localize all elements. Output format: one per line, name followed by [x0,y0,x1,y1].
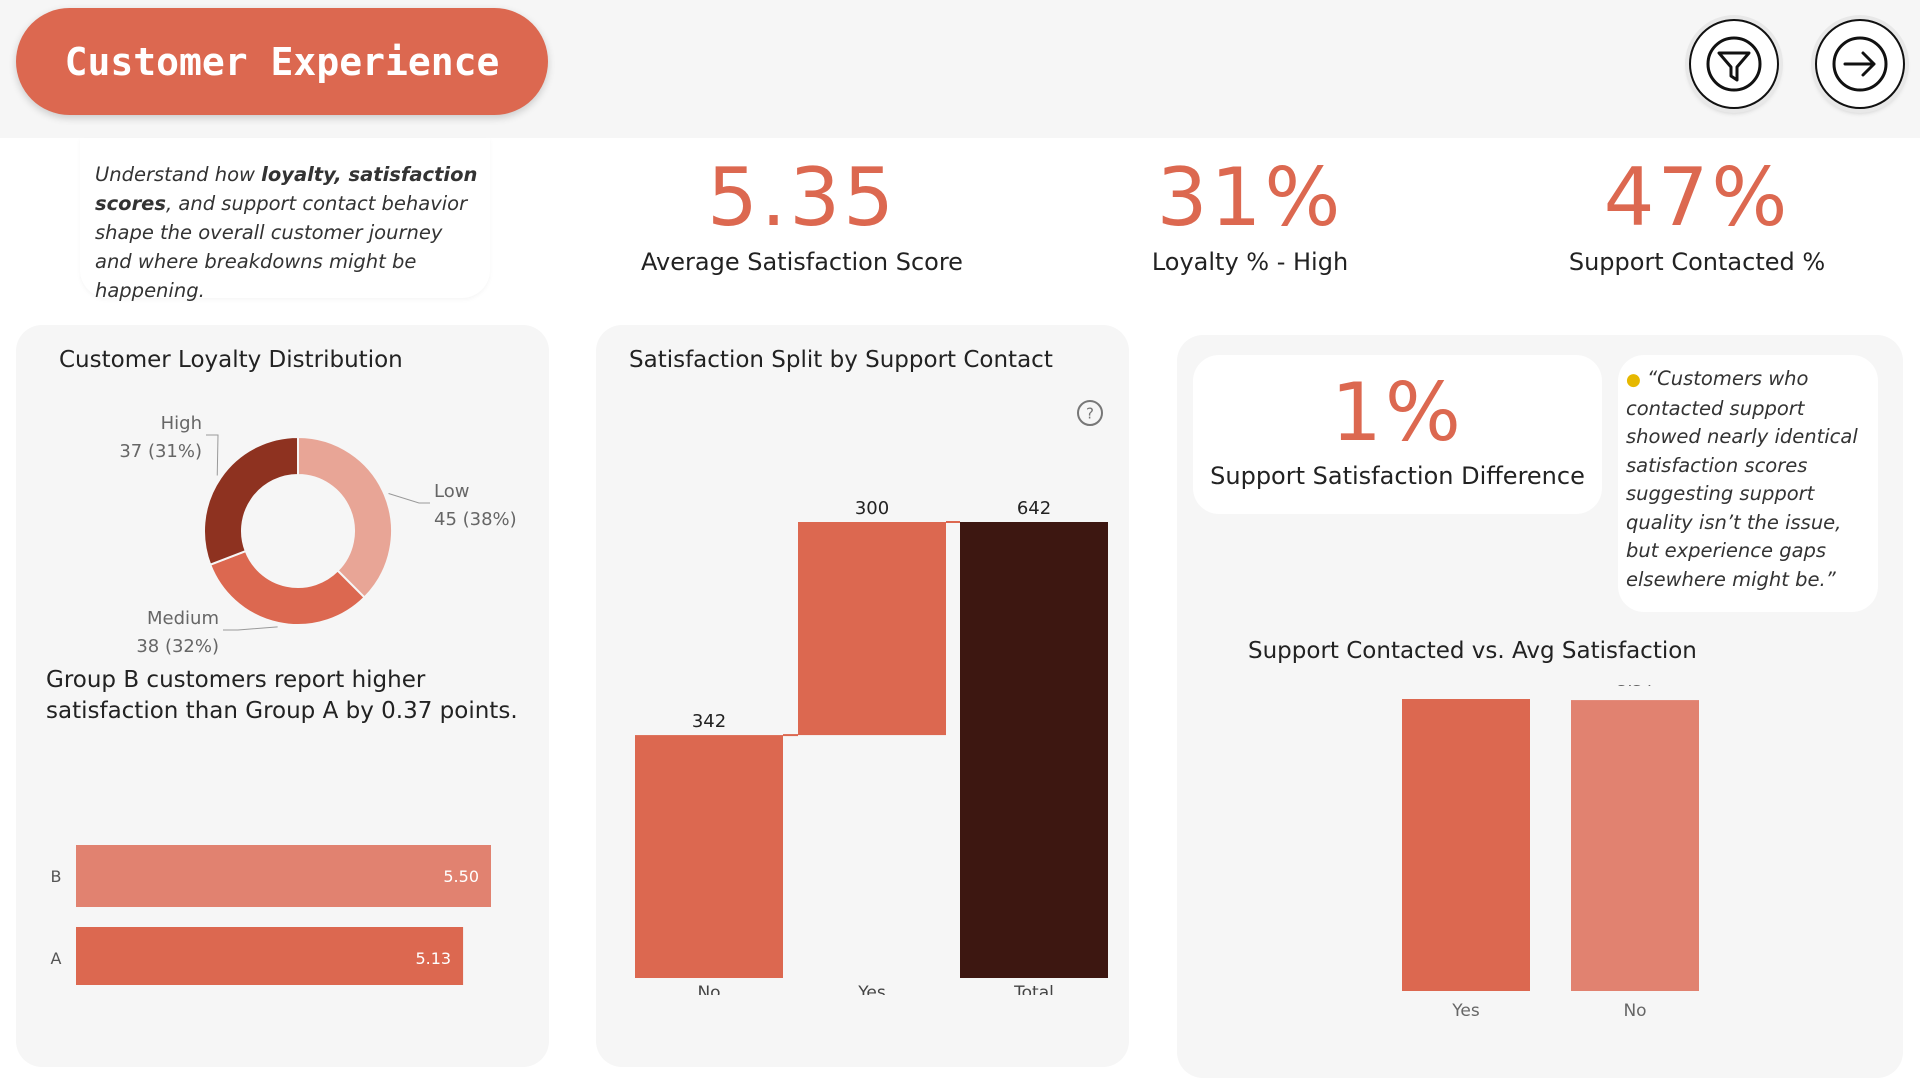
page-title-text: Customer Experience [64,39,500,84]
loyalty-panel: Customer Loyalty Distribution Low 45 (38%… [16,325,549,1067]
quote-body: “Customers who contacted support showed … [1626,367,1858,591]
support-panel: 1% Support Satisfaction Difference ● “Cu… [1177,335,1903,1078]
page-title: Customer Experience [16,8,548,115]
donut-data-label: 37 (31%) [119,441,202,462]
intro-pre: Understand how [95,163,262,186]
support-diff-card: 1% Support Satisfaction Difference [1193,355,1602,514]
donut-label: High [161,413,202,434]
vbar-category-label: Yes [1451,1001,1480,1021]
kpi-card-avg-satisfaction: 5.35 Average Satisfaction Score [598,138,1006,298]
next-page-button[interactable] [1815,19,1905,109]
donut-slice-high [203,435,299,566]
hbar-B [76,845,491,907]
intro-post: , and support contact behavior shape the… [95,192,468,302]
filter-button[interactable] [1689,19,1779,109]
vbar-no [1571,700,1699,991]
support-diff-label: Support Satisfaction Difference [1210,462,1585,490]
loyalty-donut-chart: Low 45 (38%) Medium 38 (32%) High 37 (31%) [119,413,517,657]
hbar-value-label: 5.13 [415,949,451,968]
waterfall-value-label: 342 [692,711,726,732]
waterfall-title: Satisfaction Split by Support Contact [629,347,1053,373]
hbar-category-label: A [51,949,62,968]
kpi-card-support-contacted: 47% Support Contacted % [1492,138,1902,298]
kpi-label: Loyalty % - High [1151,248,1349,276]
donut-data-label: 38 (32%) [136,636,219,657]
kpi-label: Support Contacted % [1568,248,1826,276]
kpi-value: 5.35 [706,151,898,244]
kpi-card-loyalty-high: 31% Loyalty % - High [1045,138,1455,298]
vbar-category-label: No [1623,1001,1646,1021]
waterfall-bar-total [960,522,1108,978]
donut-label: Medium [147,608,219,629]
waterfall-value-label: 642 [1017,498,1051,519]
quote-card: ● “Customers who contacted support showe… [1618,355,1878,612]
arrow-right-icon [1832,36,1888,92]
vbar-value-label: 5.36 [1448,685,1484,689]
support-diff-value: 1% [1331,366,1464,459]
waterfall-panel: Satisfaction Split by Support Contact ? … [596,325,1129,1067]
vbar-value-label: 5.34 [1617,685,1653,690]
help-icon[interactable]: ? [1075,398,1105,428]
waterfall-bar-yes [798,522,946,736]
contacted-satisfaction-bar-chart: 5.36 Yes 5.34 No [1402,685,1699,1021]
svg-text:?: ? [1086,405,1094,423]
donut-label: Low [434,481,469,502]
loyalty-title: Customer Loyalty Distribution [59,347,403,373]
kpi-label: Average Satisfaction Score [641,248,963,276]
quote-text: ● “Customers who contacted support showe… [1626,365,1866,594]
waterfall-category-label: Yes [857,983,886,995]
hbar-value-label: 5.50 [443,867,479,886]
intro-card: Understand how loyalty, satisfaction sco… [80,138,490,302]
group-satisfaction-bar-chart: B 5.50 A 5.13 [51,845,491,985]
vbar-yes [1402,699,1530,991]
filter-icon [1706,36,1762,92]
loyalty-insight: Group B customers report higher satisfac… [46,667,518,724]
waterfall-category-label: Total [1013,983,1054,995]
donut-leader-line [388,493,430,504]
donut-slice-low [297,435,393,599]
hbar-category-label: B [51,867,62,886]
kpi-value: 31% [1156,151,1344,244]
hbar-A [76,927,464,985]
waterfall-bar-no [635,735,783,978]
donut-leader-line [206,434,219,476]
donut-slice-medium [208,549,366,626]
waterfall-chart: 342 No 300 Yes 642 Total [635,498,1108,995]
donut-data-label: 45 (38%) [434,509,517,530]
lightbulb-icon: ● [1626,370,1641,390]
intro-text: Understand how loyalty, satisfaction sco… [95,160,485,305]
intro-bold: loyalty, satisfaction scores [95,163,478,215]
donut-leader-line [223,626,278,631]
contacted-chart-title: Support Contacted vs. Avg Satisfaction [1248,638,1697,664]
waterfall-category-label: No [697,983,720,995]
kpi-value: 47% [1603,151,1791,244]
waterfall-value-label: 300 [855,498,889,519]
